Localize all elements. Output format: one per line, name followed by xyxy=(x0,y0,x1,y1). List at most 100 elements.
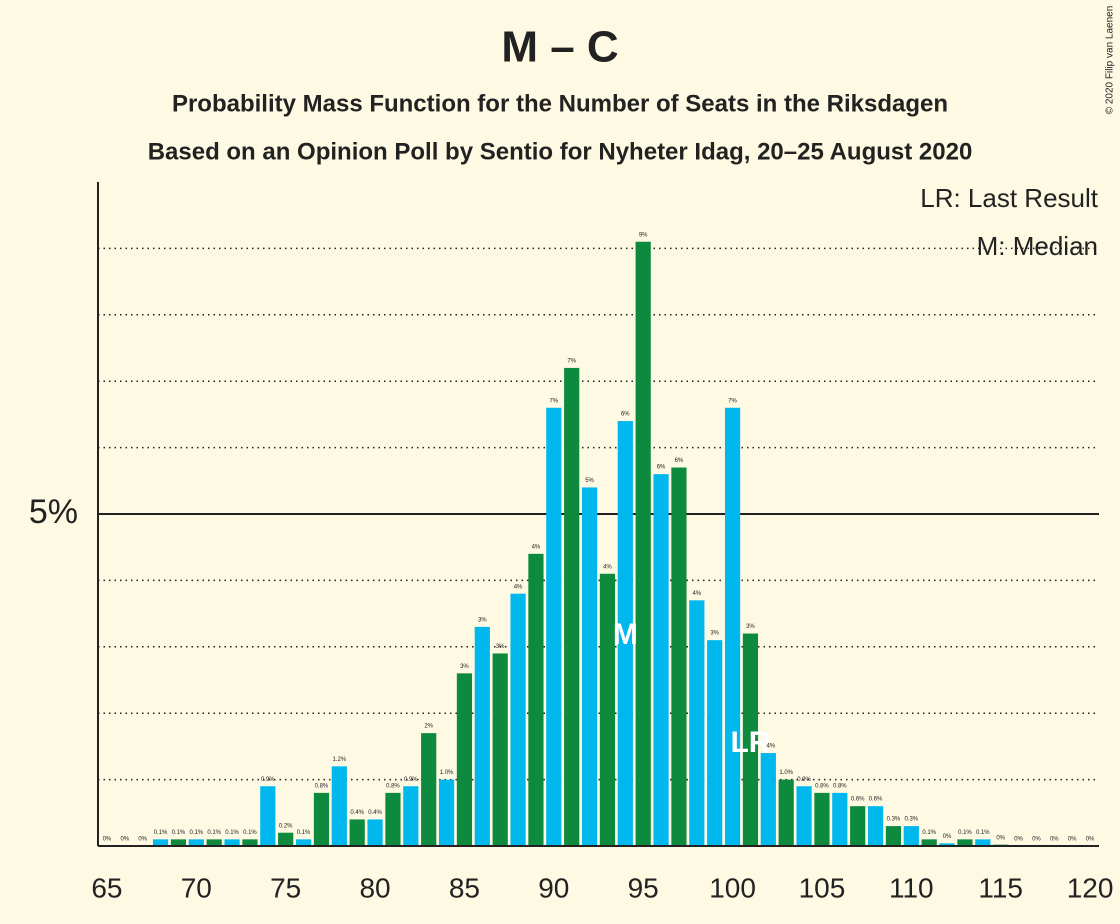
value-label: 0.9% xyxy=(404,777,418,783)
value-label: 0.2% xyxy=(279,823,293,829)
value-label: 0% xyxy=(138,837,147,843)
value-label: 0.8% xyxy=(315,783,329,789)
y-tick-label: 5% xyxy=(29,493,78,531)
bar xyxy=(778,779,794,846)
bar xyxy=(796,786,812,846)
bar xyxy=(975,839,991,846)
x-tick-label: 85 xyxy=(449,872,480,903)
value-label: 0.6% xyxy=(851,797,865,803)
bar xyxy=(385,792,401,846)
value-label: 0.1% xyxy=(958,830,972,836)
value-label: 6% xyxy=(621,412,630,418)
value-label: 4% xyxy=(514,584,523,590)
value-label: 0.8% xyxy=(815,783,829,789)
value-label: 0.8% xyxy=(833,783,847,789)
bar xyxy=(260,786,276,846)
bar xyxy=(885,826,902,846)
value-label: 1.0% xyxy=(440,770,454,776)
value-label: 0.1% xyxy=(243,830,257,836)
x-tick-label: 120 xyxy=(1067,872,1114,903)
bar xyxy=(957,839,973,846)
value-label: 0.1% xyxy=(207,830,221,836)
bar xyxy=(206,839,222,846)
bar xyxy=(653,474,669,846)
value-label: 6% xyxy=(675,458,684,464)
bar xyxy=(671,467,687,846)
x-tick-label: 65 xyxy=(91,872,122,903)
copyright: © 2020 Filip van Laenen xyxy=(1105,6,1116,115)
value-label: 0% xyxy=(996,835,1005,841)
value-label: 0.8% xyxy=(386,783,400,789)
value-label: 0.3% xyxy=(887,817,901,823)
bar xyxy=(438,779,455,846)
bar xyxy=(152,839,169,846)
bar xyxy=(403,786,419,846)
value-label: 9% xyxy=(639,232,648,238)
chart-title: M – C xyxy=(501,23,618,72)
value-label: 0.1% xyxy=(172,830,186,836)
bar xyxy=(367,819,383,846)
annotation: LR xyxy=(730,726,770,759)
value-label: 0.6% xyxy=(869,797,883,803)
bar xyxy=(278,832,294,846)
x-tick-label: 95 xyxy=(628,872,659,903)
value-label: 0.1% xyxy=(154,830,168,836)
value-label: 4% xyxy=(532,544,541,550)
value-label: 0.9% xyxy=(261,777,275,783)
bar xyxy=(188,839,204,846)
bar xyxy=(224,839,240,846)
value-label: 4% xyxy=(603,564,612,570)
subtitle: Probability Mass Function for the Number… xyxy=(172,90,948,117)
bar xyxy=(331,766,347,846)
subtitle: Based on an Opinion Poll by Sentio for N… xyxy=(148,138,973,165)
bar xyxy=(581,487,598,846)
value-label: 7% xyxy=(728,398,737,404)
bar xyxy=(599,573,616,846)
value-label: 3% xyxy=(478,617,487,623)
value-label: 0.1% xyxy=(976,830,990,836)
value-label: 0% xyxy=(1032,837,1041,843)
value-label: 0.1% xyxy=(225,830,239,836)
value-label: 2% xyxy=(424,724,433,730)
bar xyxy=(456,673,473,846)
x-tick-label: 75 xyxy=(270,872,301,903)
value-label: 1.0% xyxy=(779,770,793,776)
value-label: 0.3% xyxy=(904,817,918,823)
bar xyxy=(242,839,258,846)
value-label: 0% xyxy=(103,837,112,843)
value-label: 0% xyxy=(943,834,952,840)
x-tick-label: 115 xyxy=(978,872,1023,903)
bar xyxy=(510,593,526,846)
bar xyxy=(170,839,187,846)
bar xyxy=(760,753,776,846)
bar xyxy=(742,633,759,846)
x-tick-label: 70 xyxy=(181,872,212,903)
x-tick-label: 80 xyxy=(359,872,390,903)
bar xyxy=(689,600,705,846)
value-label: 0.9% xyxy=(797,777,811,783)
bar xyxy=(421,733,437,846)
value-label: 3% xyxy=(460,664,469,670)
bar xyxy=(850,806,866,846)
bar xyxy=(903,826,919,846)
bar xyxy=(814,792,830,846)
value-label: 3% xyxy=(496,644,505,650)
value-label: 0% xyxy=(1014,837,1023,843)
annotation: M xyxy=(613,618,638,651)
value-label: 0.1% xyxy=(189,830,203,836)
legend-entry: LR: Last Result xyxy=(920,183,1099,213)
value-label: 7% xyxy=(549,398,558,404)
bar xyxy=(295,839,312,846)
value-label: 0% xyxy=(1050,837,1059,843)
value-label: 0.1% xyxy=(922,830,936,836)
value-label: 0% xyxy=(1086,837,1095,843)
bar xyxy=(349,819,365,846)
bar xyxy=(528,553,544,846)
value-label: 7% xyxy=(567,358,576,364)
value-label: 0.4% xyxy=(368,810,382,816)
bar xyxy=(564,367,580,846)
bar xyxy=(724,407,741,846)
x-tick-label: 100 xyxy=(709,872,756,903)
value-label: 0.1% xyxy=(297,830,311,836)
